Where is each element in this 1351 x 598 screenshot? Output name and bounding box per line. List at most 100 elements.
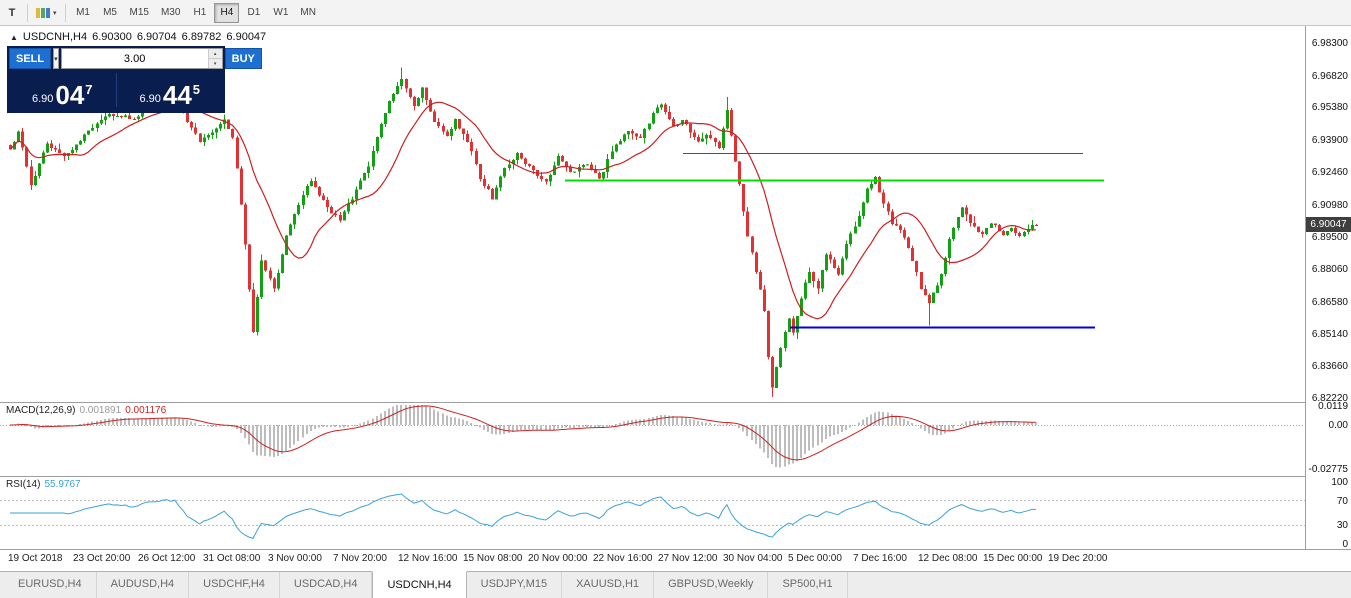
chart-ohlc-header: ▲ USDCNH,H4 6.90300 6.90704 6.89782 6.90047	[10, 31, 271, 43]
tab-usdcnh-h4[interactable]: USDCNH,H4	[372, 571, 467, 598]
chart-template-button[interactable]: T	[2, 3, 22, 23]
timeframe-h4[interactable]: H4	[214, 2, 240, 23]
palette-icon	[36, 7, 40, 18]
price-axis-label: 6.98300	[1311, 38, 1348, 49]
time-label: 30 Nov 04:00	[723, 553, 783, 564]
one-click-trading-panel: SELL ▾ ▴ ▾ BUY 6.90 04 7 6.90 44 5	[7, 46, 262, 113]
time-label: 31 Oct 08:00	[203, 553, 261, 564]
macd-axis-label: -0.02775	[1308, 464, 1348, 475]
time-label: 7 Nov 20:00	[333, 553, 387, 564]
price-axis-label: 6.95380	[1311, 102, 1348, 113]
low-value: 6.89782	[181, 31, 222, 43]
buy-button[interactable]: BUY	[224, 48, 262, 69]
timeframe-h1[interactable]: H1	[187, 3, 212, 23]
time-label: 12 Nov 16:00	[398, 553, 458, 564]
pane-separator[interactable]	[0, 549, 1351, 550]
tab-sp500-h1[interactable]: SP500,H1	[768, 572, 848, 598]
sell-price-prefix: 6.90	[31, 93, 54, 105]
tab-usdchf-h4[interactable]: USDCHF,H4	[189, 572, 280, 598]
sell-button[interactable]: SELL	[9, 48, 52, 69]
rsi-axis-label: 70	[1336, 496, 1348, 507]
rsi-axis-label: 30	[1336, 520, 1348, 531]
timeframe-w1[interactable]: W1	[268, 3, 293, 23]
time-label: 27 Nov 12:00	[658, 553, 718, 564]
rsi-axis-label: 100	[1331, 477, 1348, 488]
main-toolbar: T ▾ M1 M5 M15 M30 H1 H4 D1 W1 MN	[0, 0, 1351, 26]
time-label: 20 Nov 00:00	[528, 553, 588, 564]
macd-main-value: 0.001891	[79, 405, 122, 416]
order-type-dropdown[interactable]: ▾	[53, 48, 59, 69]
close-value: 6.90047	[226, 31, 267, 43]
sell-price-big: 04	[55, 80, 85, 110]
time-axis[interactable]: 19 Oct 2018 23 Oct 20:00 26 Oct 12:00 31 Oc…	[0, 550, 1305, 570]
time-label: 15 Nov 08:00	[463, 553, 523, 564]
volume-down-button[interactable]: ▾	[208, 59, 222, 68]
timeframe-m1[interactable]: M1	[71, 3, 96, 23]
price-axis-label: 6.96820	[1311, 71, 1348, 82]
time-label: 15 Dec 00:00	[983, 553, 1043, 564]
volume-field: ▴ ▾	[60, 48, 223, 69]
macd-axis-label: 0.00	[1328, 420, 1348, 431]
buy-price-pip: 5	[192, 82, 201, 97]
rsi-pane[interactable]	[0, 477, 1305, 549]
timeframe-d1[interactable]: D1	[241, 3, 266, 23]
tab-usdcad-h4[interactable]: USDCAD,H4	[280, 572, 373, 598]
indicators-button[interactable]: ▾	[33, 3, 60, 23]
sell-price[interactable]: 6.90 04 7	[9, 70, 116, 110]
time-label: 12 Dec 08:00	[918, 553, 978, 564]
pane-separator[interactable]	[0, 402, 1351, 403]
timeframe-m30[interactable]: M30	[156, 3, 185, 23]
rsi-label: RSI(14) 55.9767	[6, 479, 81, 490]
price-axis-label: 6.86580	[1311, 297, 1348, 308]
time-label: 23 Oct 20:00	[73, 553, 131, 564]
volume-input[interactable]	[61, 49, 208, 68]
toolbar-separator	[64, 3, 66, 22]
tab-gbpusd-weekly[interactable]: GBPUSD,Weekly	[654, 572, 769, 598]
timeframe-m15[interactable]: M15	[125, 3, 154, 23]
symbol-label: USDCNH,H4	[22, 31, 88, 43]
buy-price-big: 44	[162, 80, 192, 110]
macd-label: MACD(12,26,9) 0.001891 0.001176	[6, 405, 166, 416]
dropdown-icon: ▾	[53, 9, 57, 17]
price-axis-label: 6.88060	[1311, 264, 1348, 275]
macd-name: MACD(12,26,9)	[6, 405, 76, 416]
price-axis[interactable]: 6.98300 6.96820 6.95380 6.93900 6.92460 6.909…	[1305, 26, 1351, 550]
rsi-axis-label: 0	[1342, 539, 1348, 550]
high-value: 6.90704	[136, 31, 177, 43]
time-label: 19 Oct 2018	[8, 553, 63, 564]
price-axis-label: 6.92460	[1311, 167, 1348, 178]
price-axis-label: 6.82220	[1311, 393, 1348, 404]
pane-separator[interactable]	[0, 476, 1351, 477]
collapse-panel-icon[interactable]: ▲	[10, 33, 18, 42]
time-label: 5 Dec 00:00	[788, 553, 842, 564]
time-label: 7 Dec 16:00	[853, 553, 907, 564]
tab-xauusd-h1[interactable]: XAUUSD,H1	[562, 572, 655, 598]
macd-pane[interactable]	[0, 403, 1305, 476]
tab-usdjpy-m15[interactable]: USDJPY,M15	[467, 572, 563, 598]
current-price-badge: 6.90047	[1306, 217, 1351, 232]
volume-up-button[interactable]: ▴	[208, 49, 222, 59]
volume-spinner: ▴ ▾	[207, 49, 222, 68]
tab-eurusd-h4[interactable]: EURUSD,H4	[4, 572, 97, 598]
sell-price-pip: 7	[85, 82, 93, 97]
time-label: 3 Nov 00:00	[268, 553, 322, 564]
macd-signal-value: 0.001176	[125, 405, 167, 416]
chart-tabs-bar: EURUSD,H4 AUDUSD,H4 USDCHF,H4 USDCAD,H4 USDC…	[0, 571, 1351, 598]
timeframe-mn[interactable]: MN	[295, 3, 321, 23]
open-value: 6.90300	[92, 31, 132, 43]
timeframe-m5[interactable]: M5	[98, 3, 123, 23]
price-axis-label: 6.85140	[1311, 329, 1348, 340]
price-axis-label: 6.93900	[1311, 135, 1348, 146]
buy-price[interactable]: 6.90 44 5	[117, 70, 224, 110]
rsi-name: RSI(14)	[6, 479, 41, 490]
price-axis-label: 6.83660	[1311, 361, 1348, 372]
rsi-value: 55.9767	[44, 479, 81, 490]
price-axis-label: 6.90980	[1311, 200, 1348, 211]
time-label: 19 Dec 20:00	[1048, 553, 1108, 564]
time-label: 22 Nov 16:00	[593, 553, 653, 564]
tab-audusd-h4[interactable]: AUDUSD,H4	[97, 572, 190, 598]
price-axis-label: 6.89500	[1311, 232, 1348, 243]
time-label: 26 Oct 12:00	[138, 553, 196, 564]
macd-axis-label: 0.0119	[1318, 401, 1348, 412]
